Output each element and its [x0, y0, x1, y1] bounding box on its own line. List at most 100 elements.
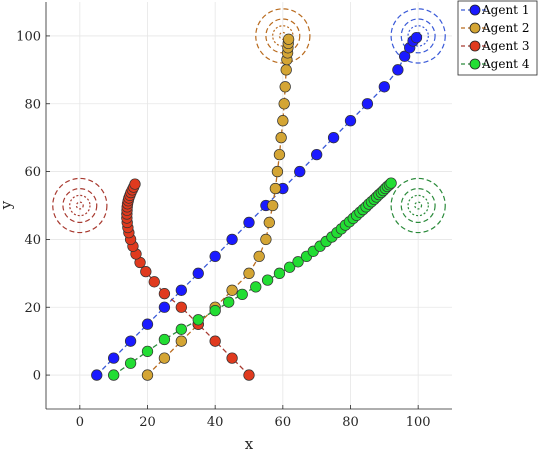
data-point [261, 274, 274, 286]
data-point [226, 352, 238, 364]
x-tick-label: 80 [342, 415, 359, 430]
data-point [129, 178, 141, 190]
data-point [294, 165, 306, 178]
y-tick-label: 80 [24, 97, 41, 112]
data-point [361, 98, 374, 110]
goal-circle [400, 187, 436, 224]
data-point [271, 165, 284, 178]
y-tick-label: 20 [24, 301, 41, 316]
goal-circle [414, 201, 423, 210]
goal-circle [400, 18, 436, 54]
x-tick-label: 20 [139, 415, 156, 430]
legend-marker [469, 22, 481, 34]
goal-circle [52, 177, 108, 234]
legend: Agent 1 Agent 2 Agent 3 Agent 4 [457, 0, 538, 76]
data-point [292, 256, 304, 268]
data-point [253, 250, 265, 263]
data-point [91, 369, 103, 381]
data-point [209, 335, 221, 347]
data-point [141, 369, 154, 381]
data-point [263, 216, 275, 229]
data-point [327, 132, 340, 144]
goal-circle [407, 194, 429, 217]
data-point [267, 199, 279, 212]
x-tick-label: 100 [406, 415, 431, 430]
data-point [124, 357, 137, 369]
goal-markers [52, 8, 446, 234]
data-point [158, 301, 171, 313]
data-point [158, 288, 171, 300]
axes: 0 20 40 60 80 100 0 20 40 60 80 100 [16, 2, 452, 430]
data-point [277, 115, 289, 127]
x-tick-label: 40 [207, 415, 224, 430]
data-point [226, 233, 238, 246]
goal-circle [69, 194, 91, 217]
legend-item: Agent 4 [461, 57, 530, 71]
data-point [175, 335, 187, 347]
x-axis-label: x [245, 435, 254, 452]
data-point [273, 267, 286, 279]
data-point [398, 50, 411, 62]
legend-label: Agent 4 [481, 57, 530, 71]
data-point [158, 352, 171, 364]
y-tick-label: 40 [24, 233, 41, 248]
data-point [175, 301, 187, 313]
data-point [223, 296, 235, 308]
legend-item: Agent 1 [461, 3, 529, 17]
data-point [392, 64, 404, 76]
data-point [148, 276, 160, 288]
data-point [209, 304, 221, 317]
legend-label: Agent 2 [481, 21, 529, 35]
series-layer [91, 31, 423, 381]
data-point [278, 98, 290, 110]
x-tick-label: 0 [76, 415, 84, 430]
x-tick-label: 60 [275, 415, 292, 430]
legend-marker [469, 40, 481, 52]
data-point [385, 177, 397, 189]
goal-circle [75, 201, 84, 210]
data-point [269, 182, 282, 195]
y-tick-label: 60 [24, 165, 41, 180]
data-point [226, 284, 238, 296]
data-point [273, 148, 286, 161]
data-point [243, 267, 255, 279]
data-point [175, 323, 187, 335]
data-point [282, 33, 295, 45]
data-point [311, 148, 323, 161]
data-point [108, 369, 120, 381]
data-point [158, 333, 171, 346]
legend-marker [469, 58, 481, 70]
goal-circle [390, 8, 446, 64]
data-point [243, 369, 255, 381]
legend-label: Agent 3 [481, 39, 529, 53]
data-point [124, 335, 137, 347]
goal-circle [407, 25, 429, 47]
data-point [192, 267, 204, 279]
grid [46, 2, 452, 409]
y-tick-label: 100 [16, 29, 41, 44]
data-point [209, 250, 221, 263]
data-point [279, 81, 291, 93]
data-point [275, 132, 287, 144]
data-point [141, 345, 154, 357]
legend-marker [469, 4, 481, 16]
data-point [141, 318, 154, 330]
legend-item: Agent 2 [461, 21, 529, 35]
goal-circle [390, 177, 446, 234]
y-axis-label: y [0, 200, 15, 210]
y-tick-label: 0 [33, 369, 41, 384]
legend-item: Agent 3 [461, 39, 529, 53]
data-point [192, 314, 204, 326]
data-point [283, 261, 296, 273]
data-point [108, 352, 120, 364]
data-point [140, 265, 152, 278]
data-point [250, 281, 262, 293]
data-point [344, 115, 357, 127]
data-point [243, 216, 255, 229]
goal-circle [62, 187, 98, 224]
data-point [410, 31, 423, 44]
legend-label: Agent 1 [481, 3, 529, 17]
plot-background [46, 2, 452, 409]
data-point [378, 81, 390, 93]
